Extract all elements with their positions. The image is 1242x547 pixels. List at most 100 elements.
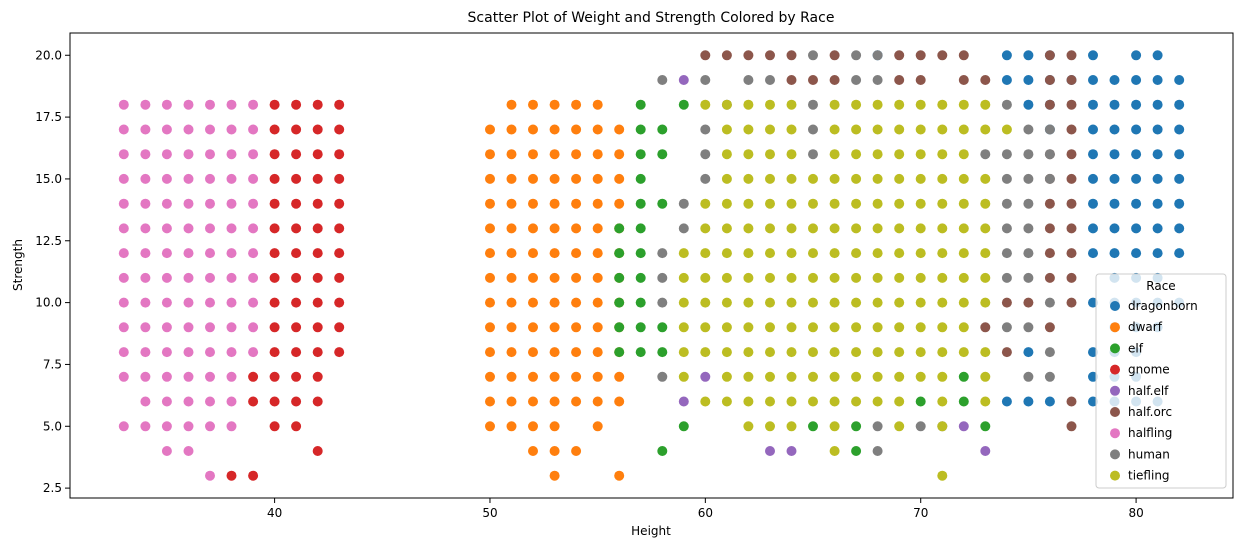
legend-marker-elf	[1110, 343, 1120, 354]
point-tiefling-120	[937, 297, 948, 308]
point-half-orc-2	[743, 50, 754, 61]
point-tiefling-75	[937, 223, 948, 234]
point-halfling-94	[161, 446, 172, 456]
point-gnome-8	[269, 149, 280, 160]
point-elf-23	[958, 371, 969, 382]
point-tiefling-22	[937, 124, 948, 135]
point-half-orc-33	[1066, 248, 1077, 259]
point-gnome-37	[291, 322, 302, 333]
point-halfling-33	[226, 198, 237, 209]
point-gnome-25	[291, 248, 302, 259]
point-human-14	[1023, 124, 1034, 135]
point-tiefling-103	[894, 272, 905, 283]
point-half-orc-21	[1044, 99, 1055, 110]
point-tiefling-160	[872, 371, 883, 382]
point-human-11	[1001, 99, 1012, 110]
point-dragonborn-14	[1152, 75, 1163, 85]
point-dwarf-95	[549, 446, 560, 456]
point-tiefling-61	[937, 198, 948, 209]
point-tiefling-105	[937, 272, 948, 283]
point-gnome-23	[334, 223, 345, 234]
point-tiefling-66	[743, 223, 754, 234]
point-halfling-4	[205, 99, 215, 110]
point-gnome-35	[334, 297, 345, 308]
point-tiefling-136	[958, 322, 969, 333]
point-dragonborn-11	[1088, 75, 1098, 85]
point-dwarf-65	[571, 322, 582, 333]
point-elf-30	[657, 446, 668, 456]
point-tiefling-69	[808, 223, 818, 234]
point-tiefling-1	[721, 99, 732, 110]
point-tiefling-92	[980, 248, 991, 259]
point-tiefling-125	[721, 322, 732, 333]
point-tiefling-144	[829, 347, 840, 358]
point-dragonborn-34	[1088, 173, 1098, 184]
point-tiefling-130	[829, 322, 840, 333]
point-tiefling-115	[829, 297, 840, 308]
point-gnome-54	[312, 446, 323, 456]
plot-frame	[69, 32, 1234, 499]
point-halfling-36	[140, 223, 151, 234]
point-tiefling-56	[829, 198, 840, 209]
point-halfling-17	[183, 149, 194, 160]
point-halfling-78	[140, 371, 151, 382]
point-dwarf-28	[528, 198, 538, 209]
point-tiefling-84	[808, 248, 818, 259]
legend-marker-dragonborn	[1110, 301, 1120, 311]
point-half-orc-11	[1066, 50, 1077, 61]
point-tiefling-98	[786, 272, 797, 283]
point-tiefling-165	[700, 396, 711, 407]
point-dragonborn-13	[1131, 75, 1142, 85]
point-halfling-10	[183, 124, 194, 135]
point-dragonborn-48	[1174, 223, 1185, 234]
series-elf	[614, 99, 991, 456]
point-dragonborn-47	[1152, 223, 1163, 234]
point-halfling-82	[226, 371, 237, 382]
point-halfling-31	[183, 198, 194, 209]
y-axis-label: Strength	[11, 239, 25, 291]
point-elf-13	[614, 272, 625, 283]
point-tiefling-58	[872, 198, 883, 209]
legend-title: Race	[1146, 279, 1175, 293]
point-dwarf-21	[528, 173, 538, 184]
point-human-1	[851, 50, 862, 61]
point-halfling-74	[205, 347, 215, 358]
point-dwarf-86	[571, 396, 582, 407]
point-tiefling-170	[808, 396, 818, 407]
point-gnome-13	[291, 173, 302, 184]
point-halfling-32	[205, 198, 215, 209]
point-tiefling-53	[765, 198, 775, 209]
point-tiefling-23	[958, 124, 969, 135]
point-tiefling-139	[721, 347, 732, 358]
point-tiefling-122	[980, 297, 991, 308]
point-dwarf-80	[592, 371, 603, 382]
legend-label-half-orc: half.orc	[1128, 405, 1172, 419]
point-dragonborn-50	[1109, 248, 1120, 259]
point-human-16	[700, 149, 711, 160]
point-human-24	[1023, 173, 1034, 184]
point-elf-3	[657, 124, 668, 135]
point-halfling-34	[248, 198, 259, 209]
point-dragonborn-24	[1088, 124, 1098, 135]
point-dwarf-13	[506, 149, 517, 160]
point-tiefling-149	[937, 347, 948, 358]
point-halfling-73	[183, 347, 194, 358]
legend-label-half-elf: half.elf	[1128, 384, 1169, 398]
chart-title: Scatter Plot of Weight and Strength Colo…	[468, 10, 835, 26]
point-dwarf-32	[614, 198, 625, 209]
point-tiefling-174	[894, 396, 905, 407]
point-human-20	[1023, 149, 1034, 160]
point-human-10	[808, 99, 818, 110]
point-dwarf-66	[592, 322, 603, 333]
point-tiefling-0	[700, 99, 711, 110]
point-tiefling-55	[808, 198, 818, 209]
point-halfling-58	[161, 297, 172, 308]
point-gnome-20	[269, 223, 280, 234]
point-dwarf-0	[506, 99, 517, 110]
point-tiefling-78	[678, 248, 689, 259]
point-elf-27	[808, 421, 818, 432]
point-human-19	[1001, 149, 1012, 160]
point-tiefling-50	[700, 198, 711, 209]
point-gnome-38	[312, 322, 323, 333]
point-gnome-19	[334, 198, 345, 209]
